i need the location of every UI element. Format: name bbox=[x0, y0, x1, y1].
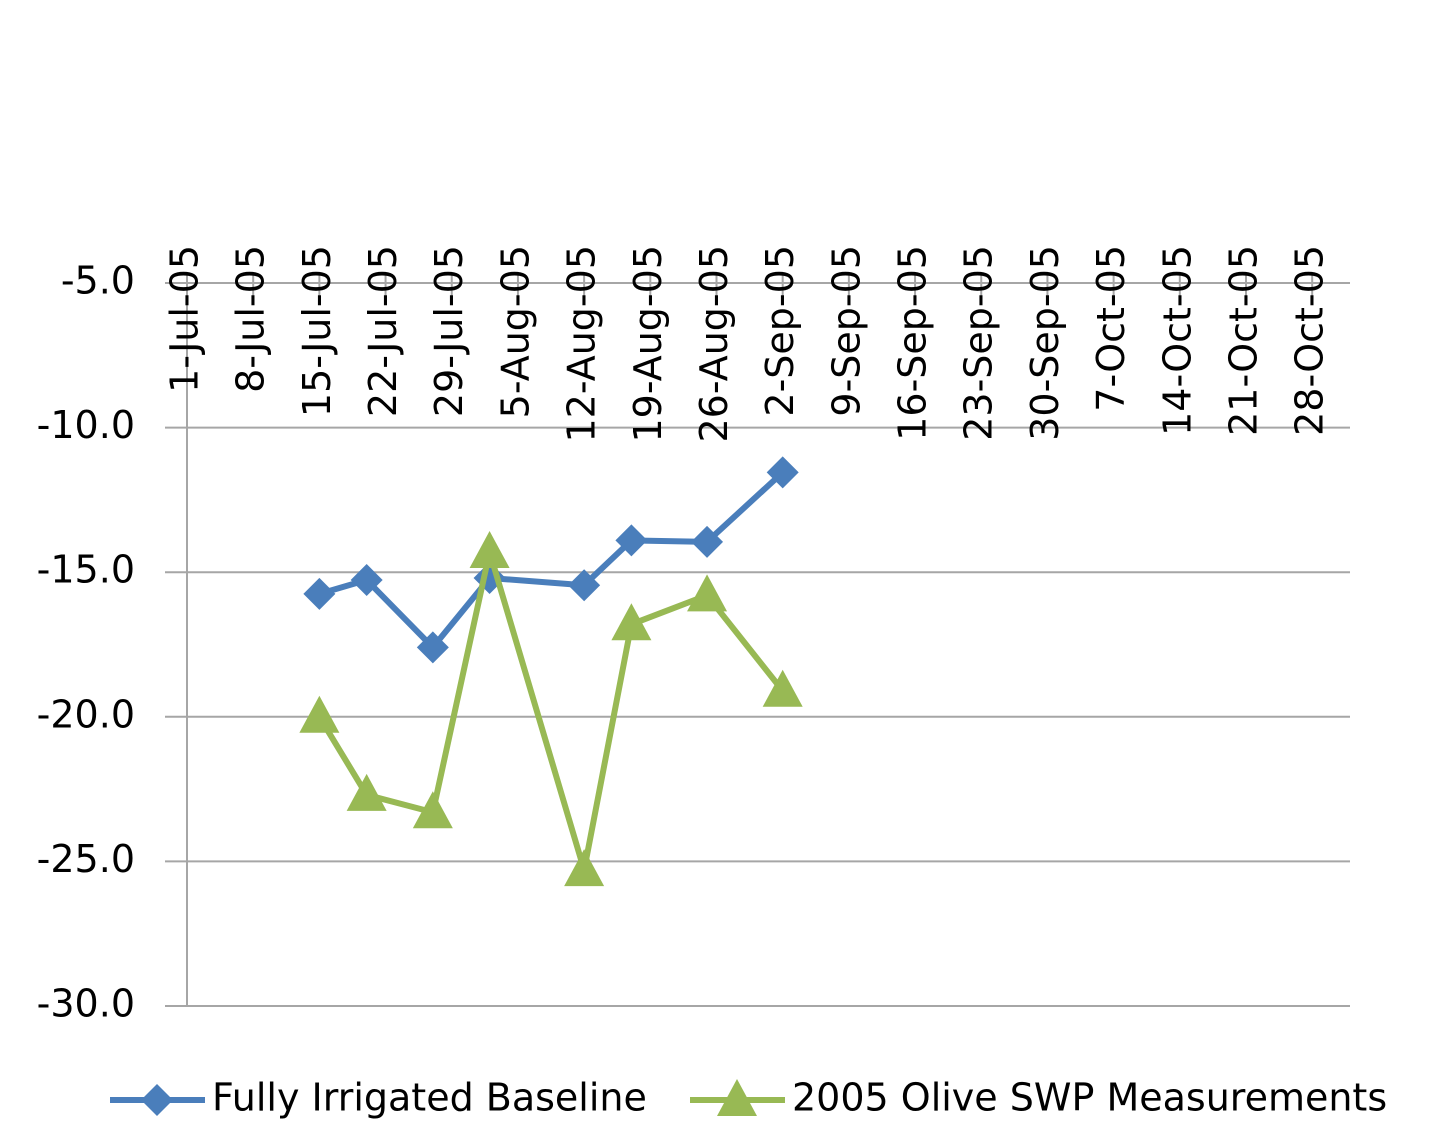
marker bbox=[568, 569, 601, 602]
y-tick-label: -30.0 bbox=[37, 982, 135, 1026]
marker bbox=[611, 603, 652, 641]
y-tick-label: -15.0 bbox=[37, 548, 135, 592]
marker bbox=[416, 631, 449, 664]
marker bbox=[141, 1084, 173, 1116]
marker bbox=[412, 791, 453, 829]
legend-label: 2005 Olive SWP Measurements bbox=[792, 1076, 1387, 1120]
x-tick-label: 23-Sep-05 bbox=[957, 245, 1001, 441]
x-tick-label: 7-Oct-05 bbox=[1089, 245, 1133, 412]
marker bbox=[766, 456, 799, 489]
x-tick-label: 22-Jul-05 bbox=[361, 245, 405, 417]
y-tick-label: -5.0 bbox=[61, 259, 135, 303]
x-tick-label: 12-Aug-05 bbox=[560, 245, 604, 443]
marker bbox=[687, 574, 728, 612]
marker bbox=[303, 577, 336, 610]
x-tick-label: 26-Aug-05 bbox=[692, 245, 736, 443]
x-tick-label: 5-Aug-05 bbox=[493, 245, 537, 418]
series-line bbox=[318, 470, 785, 651]
x-tick-label: 1-Jul-05 bbox=[163, 245, 207, 393]
marker bbox=[717, 1079, 757, 1116]
marker bbox=[469, 530, 510, 568]
y-tick-label: -10.0 bbox=[37, 403, 135, 447]
x-tick-label: 19-Aug-05 bbox=[626, 245, 670, 443]
x-tick-label: 28-Oct-05 bbox=[1288, 245, 1332, 436]
x-tick-label: 21-Oct-05 bbox=[1221, 245, 1265, 436]
marker bbox=[299, 695, 340, 733]
y-tick-label: -25.0 bbox=[37, 837, 135, 881]
marker bbox=[762, 669, 803, 707]
x-tick-label: 29-Jul-05 bbox=[427, 245, 471, 417]
marker bbox=[350, 564, 383, 597]
x-tick-label: 15-Jul-05 bbox=[295, 245, 339, 417]
legend-label: Fully Irrigated Baseline bbox=[212, 1076, 647, 1120]
marker bbox=[346, 773, 387, 811]
x-tick-label: 2-Sep-05 bbox=[758, 245, 802, 417]
x-tick-label: 16-Sep-05 bbox=[891, 245, 935, 441]
x-tick-label: 14-Oct-05 bbox=[1155, 245, 1199, 436]
marker bbox=[615, 524, 648, 557]
marker bbox=[691, 525, 724, 558]
y-tick-label: -20.0 bbox=[37, 692, 135, 736]
marker bbox=[564, 849, 605, 887]
x-tick-label: 30-Sep-05 bbox=[1023, 245, 1067, 441]
x-tick-label: 8-Jul-05 bbox=[229, 245, 273, 393]
x-tick-label: 9-Sep-05 bbox=[824, 245, 868, 417]
